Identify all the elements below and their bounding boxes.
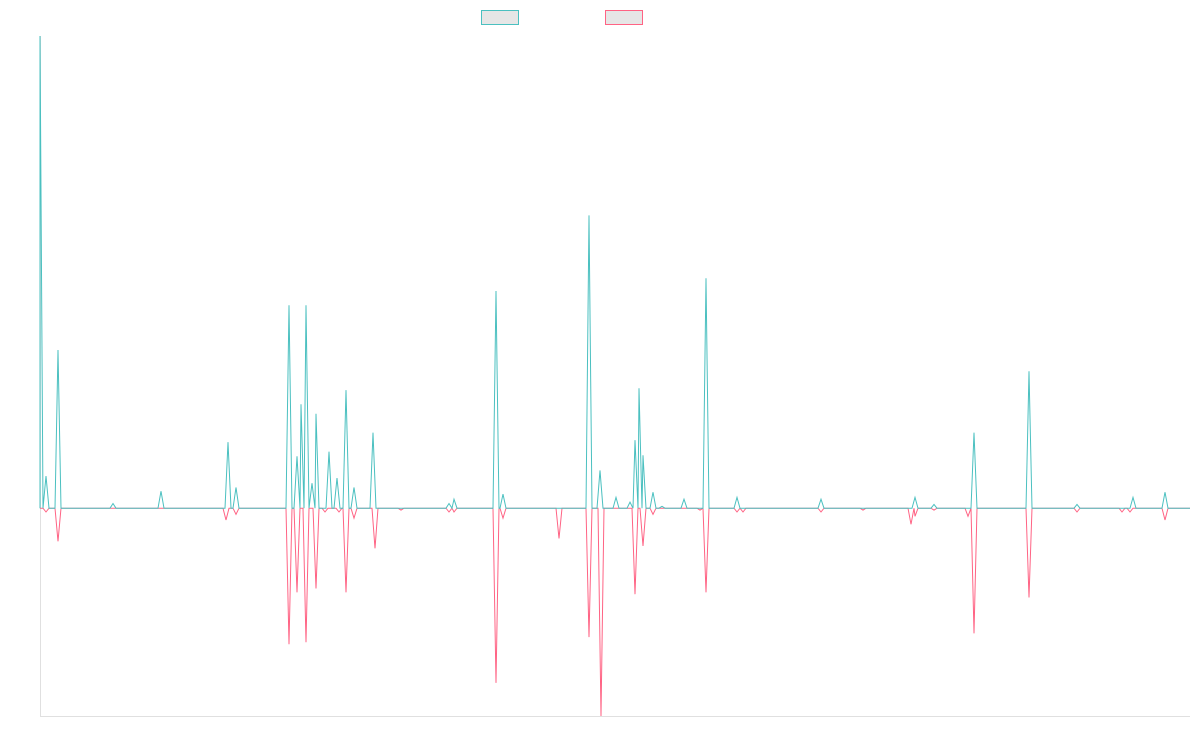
series-2-point[interactable] bbox=[652, 513, 654, 515]
series-2-point[interactable] bbox=[315, 588, 317, 590]
series-1-point[interactable] bbox=[588, 214, 590, 216]
series-1-point[interactable] bbox=[39, 35, 41, 37]
series-1-point[interactable] bbox=[661, 505, 663, 507]
series-1-point[interactable] bbox=[160, 490, 162, 492]
series-2-point[interactable] bbox=[600, 715, 602, 717]
series-2-point[interactable] bbox=[914, 515, 916, 517]
series-1-point[interactable] bbox=[642, 454, 644, 456]
series-1-point[interactable] bbox=[372, 432, 374, 434]
series-2-point[interactable] bbox=[45, 511, 47, 513]
series-2-point[interactable] bbox=[742, 511, 744, 513]
series-1-point[interactable] bbox=[45, 475, 47, 477]
series-2-point[interactable] bbox=[933, 509, 935, 511]
series-2-point[interactable] bbox=[374, 547, 376, 549]
series-1-point[interactable] bbox=[629, 501, 631, 503]
series-2-point[interactable] bbox=[705, 591, 707, 593]
series-1-point[interactable] bbox=[296, 455, 298, 457]
series-2-point[interactable] bbox=[57, 540, 59, 542]
series-2-point[interactable] bbox=[699, 509, 701, 511]
series-2-point[interactable] bbox=[1121, 511, 1123, 513]
series-2-point[interactable] bbox=[1076, 511, 1078, 513]
series-2-point[interactable] bbox=[400, 509, 402, 511]
series-1-point[interactable] bbox=[235, 486, 237, 488]
series-2-point[interactable] bbox=[862, 509, 864, 511]
series-2-point[interactable] bbox=[305, 641, 307, 643]
series-1-point[interactable] bbox=[336, 477, 338, 479]
series-1-point[interactable] bbox=[328, 451, 330, 453]
series-1-point[interactable] bbox=[495, 290, 497, 292]
series-2-point[interactable] bbox=[1028, 597, 1030, 599]
series-2-point[interactable] bbox=[345, 591, 347, 593]
series-1-point[interactable] bbox=[300, 403, 302, 405]
series-2-point[interactable] bbox=[558, 537, 560, 539]
series-2-point[interactable] bbox=[973, 632, 975, 634]
series-1-point[interactable] bbox=[914, 496, 916, 498]
series-2-point[interactable] bbox=[642, 545, 644, 547]
series-2-point[interactable] bbox=[736, 511, 738, 513]
series-1-point[interactable] bbox=[305, 304, 307, 306]
series-2-line bbox=[40, 507, 1190, 717]
series-2-point[interactable] bbox=[324, 511, 326, 513]
series-1-point[interactable] bbox=[973, 432, 975, 434]
series-1-point[interactable] bbox=[502, 493, 504, 495]
series-2-point[interactable] bbox=[448, 511, 450, 513]
series-2-point[interactable] bbox=[967, 515, 969, 517]
series-1-point[interactable] bbox=[615, 496, 617, 498]
series-1-point[interactable] bbox=[453, 498, 455, 500]
series-2-point[interactable] bbox=[1129, 511, 1131, 513]
series-1-point[interactable] bbox=[634, 439, 636, 441]
series-1-point[interactable] bbox=[599, 469, 601, 471]
series-1-point[interactable] bbox=[638, 387, 640, 389]
series-1-point[interactable] bbox=[112, 503, 114, 505]
series-1-point[interactable] bbox=[683, 498, 685, 500]
series-2-point[interactable] bbox=[502, 517, 504, 519]
series-1-point[interactable] bbox=[820, 498, 822, 500]
series-1-point[interactable] bbox=[288, 304, 290, 306]
series-2-point[interactable] bbox=[820, 511, 822, 513]
series-1-point[interactable] bbox=[705, 277, 707, 279]
series-2-point[interactable] bbox=[634, 593, 636, 595]
series-2-point[interactable] bbox=[588, 636, 590, 638]
series-2-point[interactable] bbox=[288, 643, 290, 645]
legend-swatch-series-1[interactable] bbox=[481, 10, 519, 25]
series-2-point[interactable] bbox=[495, 682, 497, 684]
series-1-point[interactable] bbox=[933, 503, 935, 505]
series-2-point[interactable] bbox=[296, 591, 298, 593]
series-1-line bbox=[39, 35, 1190, 510]
series-1-point[interactable] bbox=[57, 349, 59, 351]
series-2-point[interactable] bbox=[453, 511, 455, 513]
series-1-point[interactable] bbox=[1076, 503, 1078, 505]
series-1-point[interactable] bbox=[736, 496, 738, 498]
series-2-point[interactable] bbox=[225, 519, 227, 521]
series-1-point[interactable] bbox=[315, 413, 317, 415]
series-1-point[interactable] bbox=[448, 503, 450, 505]
series-2-point[interactable] bbox=[1164, 519, 1166, 521]
series-1-point[interactable] bbox=[1028, 370, 1030, 372]
series-1-point[interactable] bbox=[345, 389, 347, 391]
series-2-point[interactable] bbox=[235, 513, 237, 515]
series-1-point[interactable] bbox=[353, 486, 355, 488]
legend-swatch-series-2[interactable] bbox=[605, 10, 643, 25]
series-1-point[interactable] bbox=[1164, 491, 1166, 493]
series-1-point[interactable] bbox=[227, 441, 229, 443]
series-1-point[interactable] bbox=[1132, 496, 1134, 498]
series-1-point[interactable] bbox=[652, 491, 654, 493]
series-2-point[interactable] bbox=[338, 511, 340, 513]
series-2-point[interactable] bbox=[353, 517, 355, 519]
series-1-point[interactable] bbox=[311, 482, 313, 484]
series-2-point[interactable] bbox=[910, 523, 912, 525]
